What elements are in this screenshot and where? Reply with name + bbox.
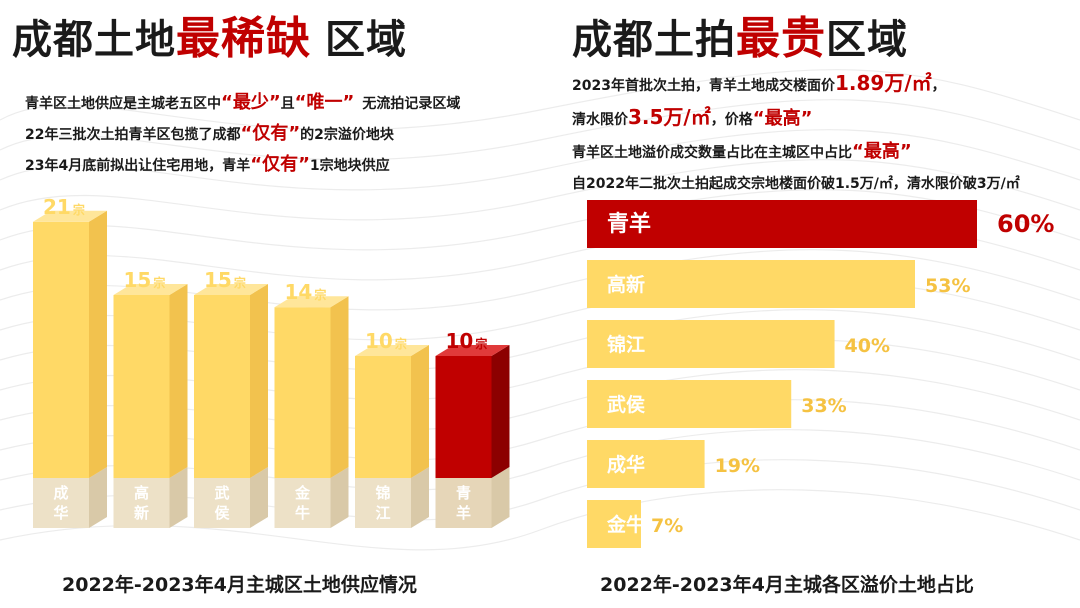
hbar-category-label: 锦江	[607, 333, 645, 356]
hbar-category-label: 青羊	[607, 211, 651, 237]
bar-category-label: 高	[134, 484, 149, 502]
hbar-value-label: 53%	[925, 275, 970, 297]
bar-category-label: 侯	[214, 504, 230, 522]
bar-category-label: 青	[456, 484, 471, 502]
hbar-category-label: 成华	[607, 453, 645, 476]
bar-category-label: 江	[375, 504, 390, 522]
left-title: 成都土地最稀缺 区域	[12, 14, 407, 65]
hbar-category-label: 高新	[607, 273, 645, 296]
bar-value-label: 10 宗	[365, 329, 407, 353]
hbar-value-label: 33%	[801, 395, 846, 417]
hbar-group-2: 锦江 40%	[587, 320, 890, 368]
hbar-value-label: 40%	[845, 335, 890, 357]
hbar-成华	[587, 440, 705, 488]
left-title-part1: 成都土地	[12, 17, 176, 63]
hbar-value-label: 60%	[997, 210, 1054, 238]
hbar-group-1: 高新 53%	[587, 260, 970, 308]
hbar-category-label: 武侯	[607, 393, 645, 416]
left-title-highlight: 最稀缺	[176, 13, 311, 64]
bar-group-5: 10 宗青羊	[435, 329, 510, 528]
bar-value-label: 14 宗	[285, 280, 327, 304]
bar-青羊	[435, 356, 492, 478]
hbar-group-5: 金牛 7%	[587, 500, 683, 548]
bar-category-label: 华	[53, 504, 68, 522]
bar-group-4: 10 宗锦江	[355, 329, 429, 528]
hbar-group-4: 成华 19%	[587, 440, 760, 488]
bar-category-label: 成	[53, 484, 68, 502]
bar-category-label: 金	[294, 484, 311, 502]
right-title-highlight: 最贵	[736, 13, 826, 64]
bar-side	[169, 284, 188, 478]
hbar-group-3: 武侯 33%	[587, 380, 847, 428]
bar-value-label: 21 宗	[43, 195, 85, 219]
hbar-category-label: 金牛	[606, 513, 645, 536]
left-panel: 成都土地最稀缺 区域 青羊区土地供应是主城老五区中“最少”且“唯一” 无流拍记录区域…	[12, 14, 510, 596]
bar-高新	[113, 295, 170, 478]
bar-side	[491, 345, 510, 478]
bar-成华	[33, 221, 89, 479]
right-panel: 成都土拍最贵区域 2023年首批次土拍，青羊土地成交楼面价1.89万/㎡， 清水…	[540, 0, 1080, 608]
right-title-part2: 区域	[826, 17, 908, 63]
hbar-value-label: 19%	[715, 455, 760, 477]
right-title: 成都土拍最贵区域	[572, 14, 908, 65]
bar-value-label: 15 宗	[124, 268, 166, 292]
bar-value-label: 10 宗	[446, 329, 488, 353]
premium-share-bar-chart: 青羊 60% 高新 53% 锦江 40% 武侯 33% 成华 19% 金牛 7%	[587, 200, 1054, 548]
bar-金牛	[274, 307, 331, 478]
bar-锦江	[355, 356, 411, 478]
bar-category-label: 新	[134, 504, 149, 522]
bar-category-label: 牛	[295, 504, 310, 522]
bar-category-label: 锦	[375, 484, 390, 502]
bar-side	[330, 296, 349, 478]
bar-category-label: 羊	[456, 504, 471, 522]
bar-value-label: 15 宗	[204, 268, 246, 292]
bar-group-2: 15 宗武侯	[194, 268, 268, 528]
bar-side	[411, 345, 429, 478]
bar-side	[250, 284, 268, 478]
bar-group-1: 15 宗高新	[113, 268, 188, 528]
left-chart-caption: 2022年-2023年4月主城区土地供应情况	[62, 574, 417, 596]
left-title-part2: 区域	[325, 17, 407, 63]
bar-side	[89, 210, 107, 479]
bar-group-3: 14 宗金牛	[274, 280, 349, 528]
bar-category-label: 武	[214, 484, 229, 502]
bar-group-0: 21 宗成华	[33, 195, 107, 528]
hbar-value-label: 7%	[651, 515, 683, 537]
right-chart-caption: 2022年-2023年4月主城各区溢价土地占比	[600, 574, 974, 596]
right-title-part1: 成都土拍	[572, 17, 736, 63]
hbar-group-0: 青羊 60%	[587, 200, 1054, 248]
bar-武侯	[194, 295, 250, 478]
